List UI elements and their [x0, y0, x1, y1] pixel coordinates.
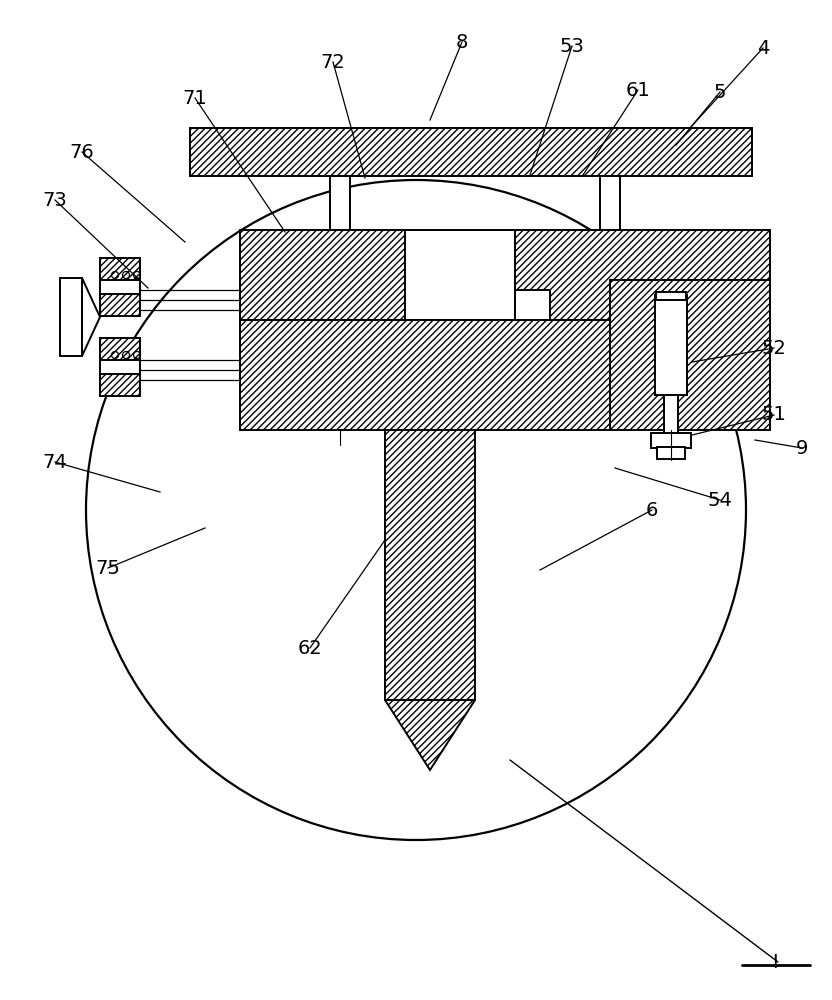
Bar: [385, 430, 475, 700]
Bar: [240, 230, 770, 320]
Text: 75: 75: [96, 558, 121, 578]
Bar: [651, 433, 691, 448]
Bar: [60, 278, 82, 356]
Text: 74: 74: [42, 452, 67, 472]
Bar: [100, 294, 140, 316]
Text: 6: 6: [646, 500, 658, 520]
Text: 76: 76: [70, 142, 94, 161]
Text: 5: 5: [714, 83, 726, 102]
Text: 73: 73: [42, 190, 67, 210]
Bar: [100, 258, 140, 316]
Bar: [664, 395, 678, 435]
Bar: [240, 320, 640, 430]
Bar: [657, 447, 685, 459]
Bar: [100, 374, 140, 396]
Text: 53: 53: [560, 36, 584, 55]
Bar: [656, 292, 686, 300]
Bar: [610, 280, 770, 430]
Bar: [190, 128, 752, 176]
Bar: [100, 258, 140, 280]
Text: 71: 71: [183, 89, 207, 107]
Bar: [330, 176, 350, 231]
Bar: [600, 176, 620, 231]
Text: 61: 61: [626, 81, 651, 100]
Text: 9: 9: [796, 438, 808, 458]
Text: 62: 62: [298, 639, 322, 658]
Bar: [100, 338, 140, 360]
Text: 52: 52: [761, 338, 786, 358]
Bar: [655, 295, 687, 395]
Text: 54: 54: [707, 490, 732, 510]
Text: I: I: [772, 952, 778, 972]
Bar: [405, 230, 515, 320]
Polygon shape: [385, 700, 475, 770]
Text: 4: 4: [757, 38, 770, 57]
Bar: [100, 338, 140, 396]
Bar: [515, 290, 550, 330]
Text: 72: 72: [320, 52, 345, 72]
Text: 51: 51: [761, 406, 786, 424]
Text: 8: 8: [456, 32, 468, 51]
